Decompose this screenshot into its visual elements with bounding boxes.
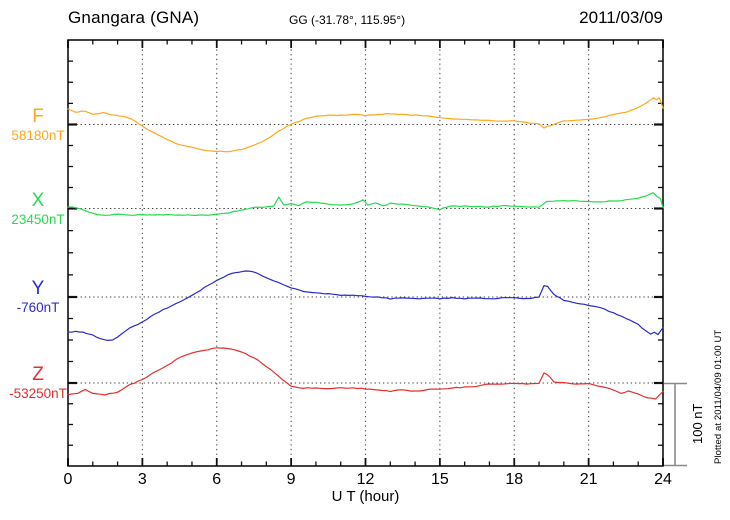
trace-letter-y: Y [31,278,45,299]
station-title: Gnangara (GNA) [68,8,200,27]
trace-label-x: X 23450nT [6,191,70,227]
trace-base-value-y: -760nT [16,300,60,315]
trace-letter-f: F [32,105,44,127]
station-coordinates: GG (-31.78°, 115.95°) [289,13,406,27]
x-tick-label: 21 [579,471,598,488]
x-axis-label: U T (hour) [331,488,400,505]
x-tick-label: 15 [430,471,449,488]
trace-z [67,347,664,400]
trace-label-f: F 58180nT [6,107,70,143]
x-tick-label: 6 [212,471,222,488]
x-tick-label: 3 [137,471,147,488]
x-tick-label: 0 [63,471,73,488]
scale-bar-label: 100 nT [690,403,705,444]
plotted-at-note: Plotted at 2011/04/09 01:00 UT [713,329,724,464]
plot-date: 2011/03/09 [579,8,663,27]
x-tick-label: 18 [505,471,524,488]
trace-y [67,270,664,341]
trace-label-y: Y -760nT [6,279,70,315]
trace-base-value-f: 58180nT [11,127,65,143]
trace-f [67,97,664,153]
trace-x [67,192,664,216]
x-tick-label: 12 [356,471,375,488]
plot-frame [67,39,664,467]
trace-letter-x: X [31,189,45,211]
trace-letter-z: Z [32,364,44,385]
trace-base-value-x: 23450nT [11,211,65,227]
trace-base-value-z: -53250nT [9,386,67,401]
x-tick-label: 9 [286,471,296,488]
x-tick-label: 24 [654,471,672,488]
trace-label-z: Z -53250nT [6,365,70,401]
